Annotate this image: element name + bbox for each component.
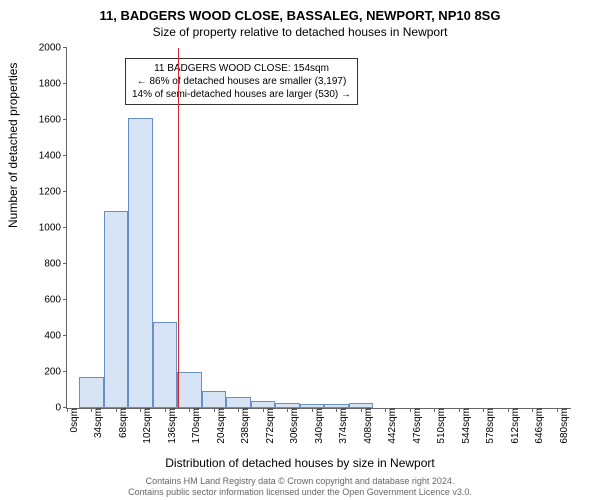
x-tick-label: 204sqm (214, 408, 227, 444)
x-tick-label: 0sqm (67, 408, 80, 432)
y-tick-mark (63, 119, 67, 120)
y-tick-label: 1000 (39, 223, 67, 234)
x-tick-mark (116, 408, 117, 412)
x-tick-label: 510sqm (434, 408, 447, 444)
property-marker-line (178, 48, 179, 408)
x-tick-label: 136sqm (165, 408, 178, 444)
x-tick-mark (140, 408, 141, 412)
x-tick-mark (532, 408, 533, 412)
histogram-bar (202, 391, 226, 408)
property-callout-box: 11 BADGERS WOOD CLOSE: 154sqm ← 86% of d… (125, 58, 358, 105)
x-tick-label: 408sqm (361, 408, 374, 444)
y-tick-label: 1800 (39, 79, 67, 90)
y-tick-mark (63, 191, 67, 192)
x-tick-mark (508, 408, 509, 412)
y-tick-label: 600 (44, 295, 67, 306)
x-tick-mark (189, 408, 190, 412)
footer-line-1: Contains HM Land Registry data © Crown c… (0, 476, 600, 487)
y-tick-mark (63, 335, 67, 336)
y-tick-mark (63, 47, 67, 48)
attribution-footer: Contains HM Land Registry data © Crown c… (0, 476, 600, 499)
y-tick-label: 400 (44, 331, 67, 342)
histogram-chart: 11 BADGERS WOOD CLOSE: 154sqm ← 86% of d… (66, 48, 571, 409)
x-tick-mark (385, 408, 386, 412)
x-tick-label: 170sqm (189, 408, 202, 444)
x-tick-label: 476sqm (410, 408, 423, 444)
y-tick-mark (63, 263, 67, 264)
x-tick-mark (312, 408, 313, 412)
footer-line-2: Contains public sector information licen… (0, 487, 600, 498)
x-tick-mark (263, 408, 264, 412)
x-tick-label: 306sqm (287, 408, 300, 444)
y-tick-label: 1600 (39, 115, 67, 126)
x-tick-mark (165, 408, 166, 412)
histogram-bar (128, 118, 152, 408)
x-tick-mark (361, 408, 362, 412)
histogram-bar (251, 401, 275, 408)
histogram-bar (300, 404, 324, 408)
y-tick-mark (63, 371, 67, 372)
y-tick-mark (63, 227, 67, 228)
chart-title-main: 11, BADGERS WOOD CLOSE, BASSALEG, NEWPOR… (0, 0, 600, 23)
x-axis-label: Distribution of detached houses by size … (0, 456, 600, 470)
x-tick-label: 238sqm (238, 408, 251, 444)
x-tick-mark (287, 408, 288, 412)
x-tick-mark (336, 408, 337, 412)
x-tick-label: 340sqm (312, 408, 325, 444)
x-tick-mark (459, 408, 460, 412)
y-tick-label: 200 (44, 367, 67, 378)
x-tick-mark (410, 408, 411, 412)
x-tick-label: 680sqm (557, 408, 570, 444)
y-tick-label: 0 (55, 403, 67, 414)
x-tick-mark (214, 408, 215, 412)
histogram-bar (79, 377, 103, 408)
x-tick-label: 34sqm (91, 408, 104, 438)
y-tick-label: 2000 (39, 43, 67, 54)
x-tick-mark (67, 408, 68, 412)
x-tick-label: 544sqm (459, 408, 472, 444)
x-tick-mark (434, 408, 435, 412)
x-tick-mark (238, 408, 239, 412)
y-tick-mark (63, 83, 67, 84)
histogram-bar (275, 403, 299, 408)
histogram-bar (104, 211, 128, 408)
x-tick-label: 102sqm (140, 408, 153, 444)
x-tick-label: 272sqm (263, 408, 276, 444)
histogram-bar (177, 372, 201, 408)
x-tick-label: 646sqm (532, 408, 545, 444)
x-tick-label: 68sqm (116, 408, 129, 438)
y-tick-mark (63, 299, 67, 300)
histogram-bar (226, 397, 250, 408)
y-tick-label: 800 (44, 259, 67, 270)
x-tick-label: 374sqm (336, 408, 349, 444)
y-tick-label: 1400 (39, 151, 67, 162)
callout-line-2: ← 86% of detached houses are smaller (3,… (132, 75, 351, 88)
x-tick-label: 612sqm (508, 408, 521, 444)
chart-title-sub: Size of property relative to detached ho… (0, 23, 600, 39)
histogram-bar (349, 403, 373, 408)
y-tick-label: 1200 (39, 187, 67, 198)
x-tick-label: 442sqm (385, 408, 398, 444)
callout-line-1: 11 BADGERS WOOD CLOSE: 154sqm (132, 62, 351, 75)
x-tick-mark (91, 408, 92, 412)
callout-line-3: 14% of semi-detached houses are larger (… (132, 88, 351, 101)
x-tick-mark (483, 408, 484, 412)
x-tick-label: 578sqm (483, 408, 496, 444)
histogram-bar (324, 404, 348, 408)
histogram-bar (153, 322, 177, 408)
x-tick-mark (557, 408, 558, 412)
y-tick-mark (63, 155, 67, 156)
y-axis-label: Number of detached properties (6, 63, 20, 228)
